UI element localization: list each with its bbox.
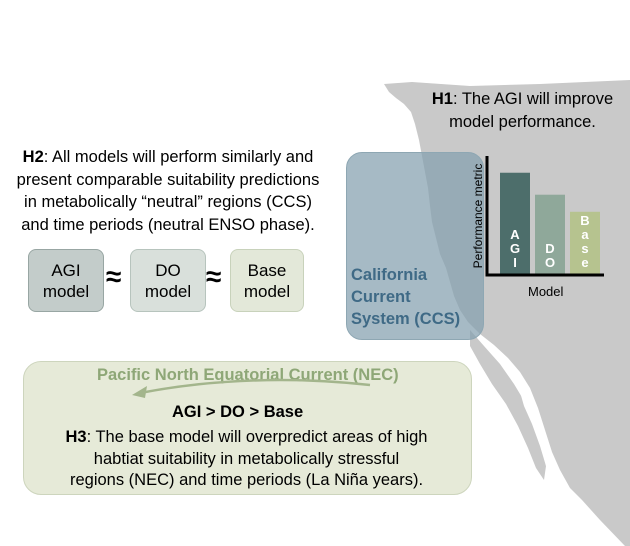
nec-arrow-line	[139, 378, 371, 395]
bar-base	[570, 211, 600, 274]
h2-line2: present comparable suitability predictio…	[16, 170, 320, 189]
agi-model-box: AGI model	[28, 249, 104, 312]
agi-model-line2: model	[42, 281, 90, 301]
h3-line2: habtiat suitability in metabolically str…	[93, 449, 400, 468]
ccs-label-line1: California	[351, 266, 428, 284]
h2-line1: : All models will perform similarly and	[43, 148, 314, 166]
do-model-line1: DO	[155, 260, 181, 280]
agi-model-line1: AGI	[51, 260, 81, 280]
baja-peninsula	[470, 330, 546, 480]
h1-line1: : The AGI will improve	[452, 90, 614, 108]
chart-x-label: Model	[528, 284, 564, 299]
hypothesis-h3: H3: The base model will overpredict area…	[23, 427, 470, 492]
approx-sign-1: ≈	[106, 261, 122, 292]
do-model-box: DO model	[130, 249, 206, 312]
h3-line3: regions (NEC) and time periods (La Niña …	[69, 471, 424, 489]
model-ranking: AGI > DO > Base	[172, 403, 304, 421]
base-model-box: Base model	[230, 249, 304, 312]
ccs-label-line2: Current	[351, 288, 411, 306]
h2-line4: and time periods (neutral ENSO phase).	[21, 215, 315, 234]
bar-agi	[500, 172, 530, 274]
h3-panel	[23, 361, 472, 495]
h1-tag: H1	[431, 90, 453, 108]
do-model-line2: model	[144, 281, 192, 301]
base-model-line1: Base	[247, 260, 287, 280]
h2-line3: in metabolically “neutral” regions (CCS)	[24, 193, 312, 211]
h1-line2: model performance.	[449, 113, 596, 131]
nec-label: Pacific North Equatorial Current (NEC)	[97, 366, 399, 384]
hypothesis-h2: H2: All models will perform similarly an…	[0, 146, 336, 236]
h2-tag: H2	[22, 148, 44, 166]
ccs-region	[346, 152, 484, 340]
ccs-label-line3: System (CCS)	[351, 310, 461, 328]
approx-sign-2: ≈	[206, 261, 222, 292]
gulf-of-california	[520, 392, 556, 482]
ccs-label: California Current System (CCS)	[351, 264, 460, 330]
bar-do	[535, 194, 565, 274]
h3-tag: H3	[65, 428, 87, 446]
base-model-line2: model	[243, 281, 291, 301]
nec-arrowhead-icon	[132, 386, 147, 398]
h3-line1: : The base model will overpredict areas …	[86, 428, 428, 446]
hypothesis-h1: H1: The AGI will improve model performan…	[410, 88, 630, 134]
chart-bars	[500, 172, 600, 274]
